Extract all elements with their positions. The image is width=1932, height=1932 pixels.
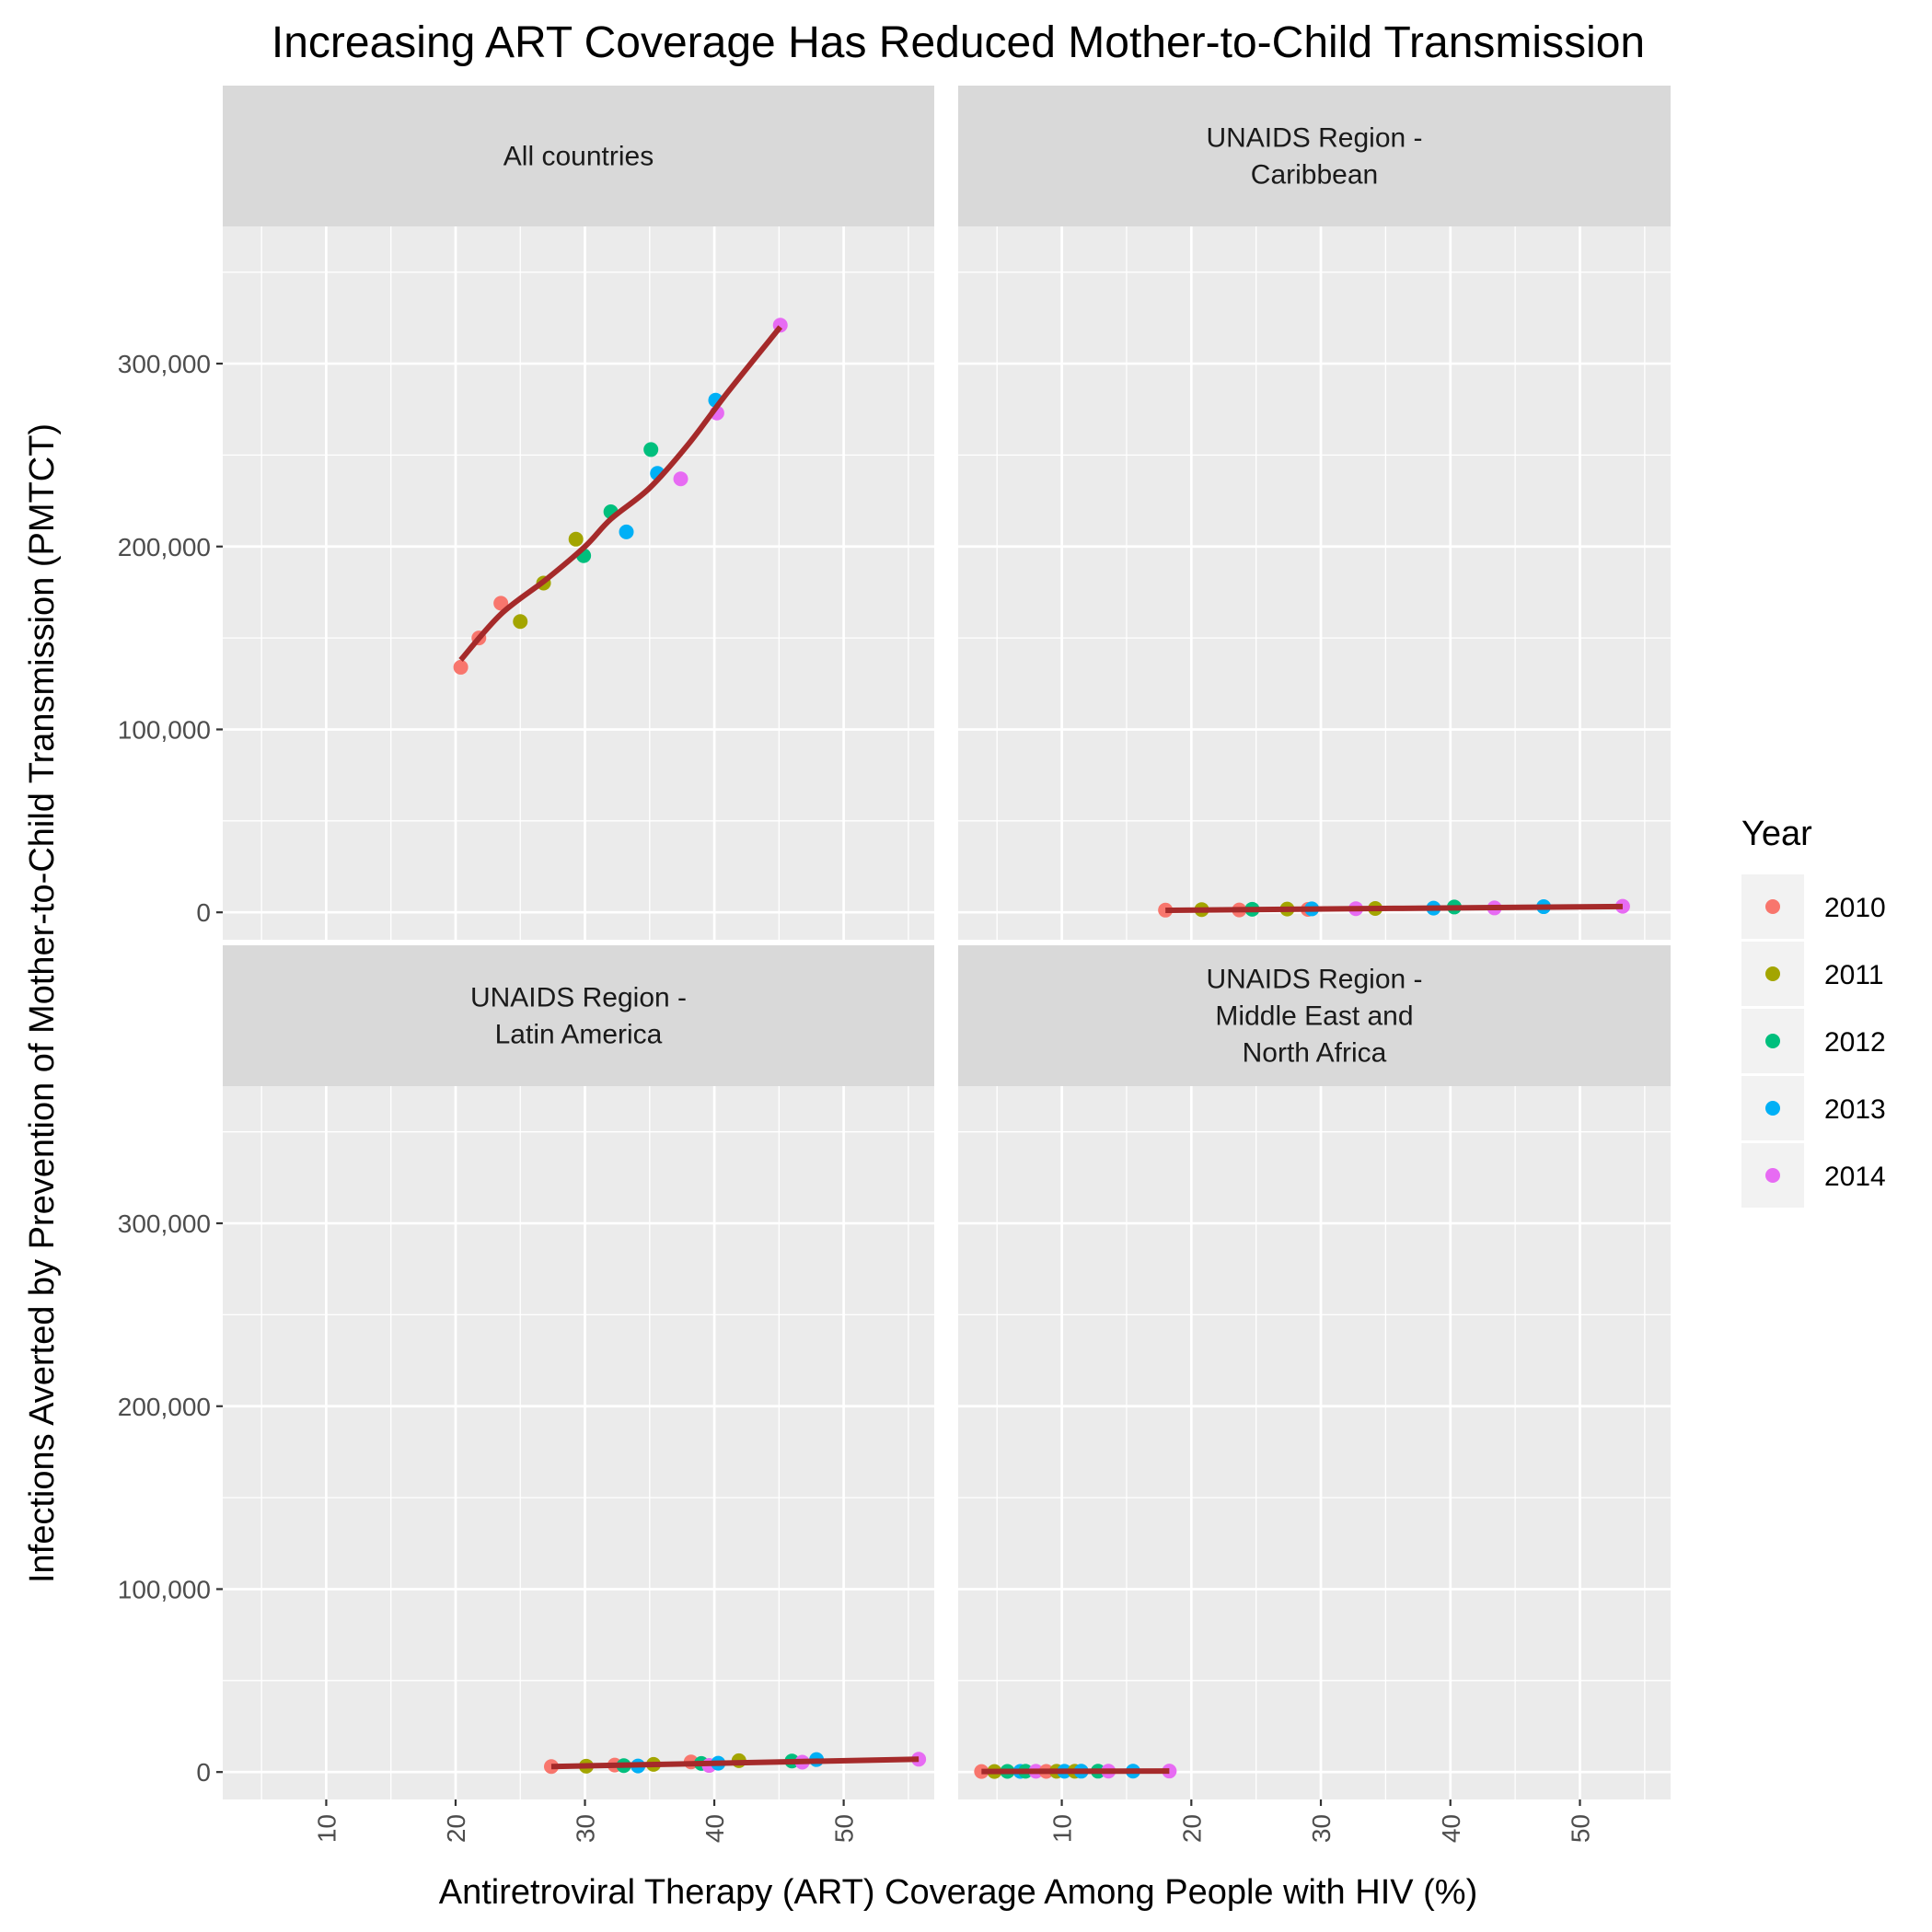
facet-panels: All countries0100,000200,000300,000UNAID… — [118, 86, 1671, 1843]
legend-item: 2012 — [1741, 1009, 1886, 1073]
legend-item: 2011 — [1741, 942, 1884, 1006]
facet-strip — [958, 86, 1671, 226]
facet-panel: UNAIDS Region -Latin America 0 100,000 200,… — [118, 945, 934, 1843]
panel-background — [223, 226, 934, 940]
panel-background — [223, 1086, 934, 1799]
x-tick-label: 40 — [1437, 1814, 1465, 1843]
y-tick-label: 0 — [196, 1758, 211, 1787]
facet-panel: UNAIDS Region -Middle East and North Afri… — [958, 945, 1671, 1843]
legend-swatch — [1765, 1168, 1780, 1183]
y-tick-label: 100,000 — [118, 1575, 211, 1603]
data-point — [643, 442, 659, 457]
x-tick-label: 50 — [830, 1814, 859, 1843]
trend-line — [458, 325, 783, 662]
chart-title: Increasing ART Coverage Has Reduced Moth… — [272, 18, 1645, 67]
legend-label: 2013 — [1824, 1094, 1886, 1125]
data-point — [673, 471, 688, 487]
panel-background — [958, 226, 1671, 940]
legend-item: 2010 — [1741, 874, 1886, 939]
x-tick-label: 40 — [700, 1814, 729, 1843]
facet-strip — [223, 945, 934, 1086]
x-axis-title: Antiretroviral Therapy (ART) Coverage Am… — [439, 1873, 1478, 1912]
data-point — [453, 659, 469, 675]
legend-swatch — [1765, 1101, 1780, 1116]
panel-background — [958, 1086, 1671, 1799]
legend-swatch — [1765, 899, 1780, 914]
x-tick-label: 20 — [1177, 1814, 1206, 1843]
legend-label: 2012 — [1824, 1027, 1886, 1058]
facet-strip-label: All countries — [503, 142, 654, 172]
legend-title: Year — [1741, 815, 1812, 853]
legend: Year 2010 2011 2012 2013 2014 — [1741, 815, 1886, 1208]
legend-swatch — [1765, 1034, 1780, 1048]
x-tick-label: 30 — [1307, 1814, 1336, 1843]
y-axis-title: Infections Averted by Prevention of Moth… — [23, 423, 62, 1583]
data-point — [619, 524, 634, 539]
data-point — [493, 596, 509, 611]
facet-strip — [958, 945, 1671, 1086]
legend-label: 2014 — [1824, 1162, 1886, 1192]
legend-item: 2013 — [1741, 1076, 1886, 1140]
facet-panel: All countries 0 100,000 200,000 300,000 — [118, 86, 934, 940]
data-point — [568, 531, 584, 547]
facet-strip — [223, 86, 934, 226]
x-tick-label: 10 — [1048, 1814, 1077, 1843]
facet-strip-label: UNAIDS Region -Caribbean — [1206, 123, 1422, 191]
legend-item: 2014 — [1741, 1143, 1886, 1208]
legend-label: 2011 — [1824, 960, 1884, 990]
x-tick-label: 10 — [312, 1814, 341, 1843]
y-tick-label: 100,000 — [118, 715, 211, 744]
y-tick-label: 300,000 — [118, 1209, 211, 1238]
legend-label: 2010 — [1824, 893, 1886, 923]
y-tick-label: 200,000 — [118, 1393, 211, 1421]
x-tick-label: 20 — [442, 1814, 470, 1843]
facet-strip-label: UNAIDS Region -Latin America — [470, 983, 687, 1050]
y-tick-label: 300,000 — [118, 350, 211, 378]
facet-strip-label: UNAIDS Region -Middle East and North Afri… — [1206, 965, 1422, 1069]
y-tick-label: 0 — [196, 898, 211, 927]
data-point — [513, 614, 528, 630]
trend-line — [1165, 903, 1623, 914]
data-point — [1614, 898, 1630, 914]
y-tick-label: 200,000 — [118, 533, 211, 561]
trend-line — [550, 1756, 920, 1770]
facet-panel: UNAIDS Region -Caribbean — [958, 86, 1671, 940]
x-tick-label: 30 — [572, 1814, 600, 1843]
x-tick-label: 50 — [1566, 1814, 1594, 1843]
legend-swatch — [1765, 966, 1780, 981]
